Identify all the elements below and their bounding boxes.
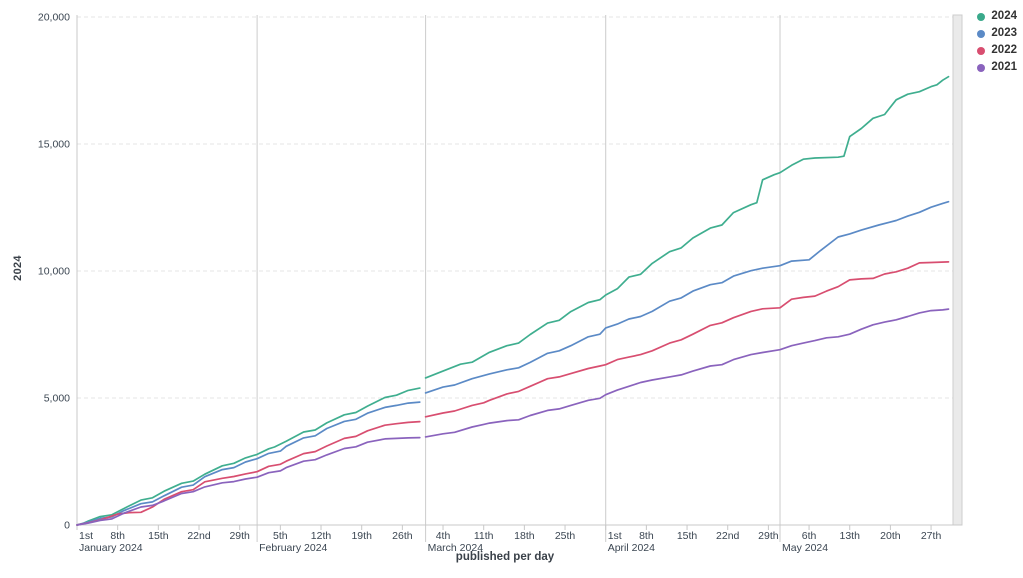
y-tick-label: 10,000 — [38, 266, 70, 278]
month-separator-lines — [256, 15, 781, 542]
legend-item-2022[interactable]: 2022 — [977, 44, 1017, 57]
x-tick-label: 13th — [840, 530, 861, 542]
y-tick-label: 20,000 — [38, 12, 70, 24]
legend-dot-icon — [977, 63, 986, 72]
chart-right-edge-band — [952, 14, 963, 526]
x-tick-label: 22nd — [187, 530, 211, 542]
x-month-label: May 2024 — [782, 542, 828, 554]
x-tick-label: 1st — [79, 530, 93, 542]
x-month-label: February 2024 — [259, 542, 327, 554]
y-axis-tick-labels: 0 5,000 10,000 15,000 20,000 — [38, 12, 70, 532]
legend-label: 2022 — [991, 44, 1017, 56]
x-tick-label: 20th — [880, 530, 901, 542]
legend-label: 2023 — [991, 27, 1017, 39]
x-tick-label: 4th — [436, 530, 451, 542]
x-tick-label: 26th — [392, 530, 413, 542]
axes — [76, 15, 962, 526]
legend-item-2023[interactable]: 2023 — [977, 27, 1017, 40]
legend-label: 2024 — [991, 10, 1017, 22]
x-tick-label: 5th — [273, 530, 288, 542]
x-tick-label: 15th — [677, 530, 698, 542]
x-tick-label: 6th — [802, 530, 817, 542]
series-2023 — [76, 200, 950, 526]
x-tick-label: 8th — [639, 530, 654, 542]
series-2022 — [76, 261, 950, 526]
x-month-label: March 2024 — [428, 542, 484, 554]
x-tick-label: 22nd — [716, 530, 740, 542]
y-tick-label: 5,000 — [44, 393, 70, 405]
y-tick-label: 0 — [64, 520, 70, 532]
y-tick-label: 15,000 — [38, 139, 70, 151]
x-month-label: January 2024 — [79, 542, 143, 554]
x-tick-label: 29th — [229, 530, 250, 542]
x-tick-label: 11th — [474, 530, 494, 542]
y-axis-title: 2024 — [12, 255, 24, 281]
x-tick-label: 18th — [514, 530, 535, 542]
x-axis-ticks: 1st 8th 15th 22nd 29th 5th 12th 19th 26th 4th 11th… — [76, 525, 942, 554]
x-tick-label: 29th — [758, 530, 779, 542]
series-2024 — [76, 75, 950, 526]
gridlines — [77, 16, 953, 399]
legend-dot-icon — [977, 29, 986, 38]
x-month-label: April 2024 — [608, 542, 655, 554]
legend-dot-icon — [977, 46, 986, 55]
x-axis-title: published per day — [455, 551, 555, 563]
x-tick-label: 1st — [608, 530, 622, 542]
legend-item-2021[interactable]: 2021 — [977, 61, 1017, 74]
legend-item-2024[interactable]: 2024 — [977, 10, 1017, 23]
x-tick-label: 27th — [921, 530, 942, 542]
series-2021 — [76, 308, 950, 526]
x-tick-label: 12th — [311, 530, 332, 542]
x-tick-label: 25th — [555, 530, 576, 542]
x-tick-label: 19th — [351, 530, 372, 542]
legend-label: 2021 — [991, 61, 1017, 73]
x-tick-label: 8th — [110, 530, 125, 542]
x-tick-label: 15th — [148, 530, 169, 542]
legend: 2024 2023 2022 2021 — [977, 10, 1017, 74]
legend-dot-icon — [977, 12, 986, 21]
